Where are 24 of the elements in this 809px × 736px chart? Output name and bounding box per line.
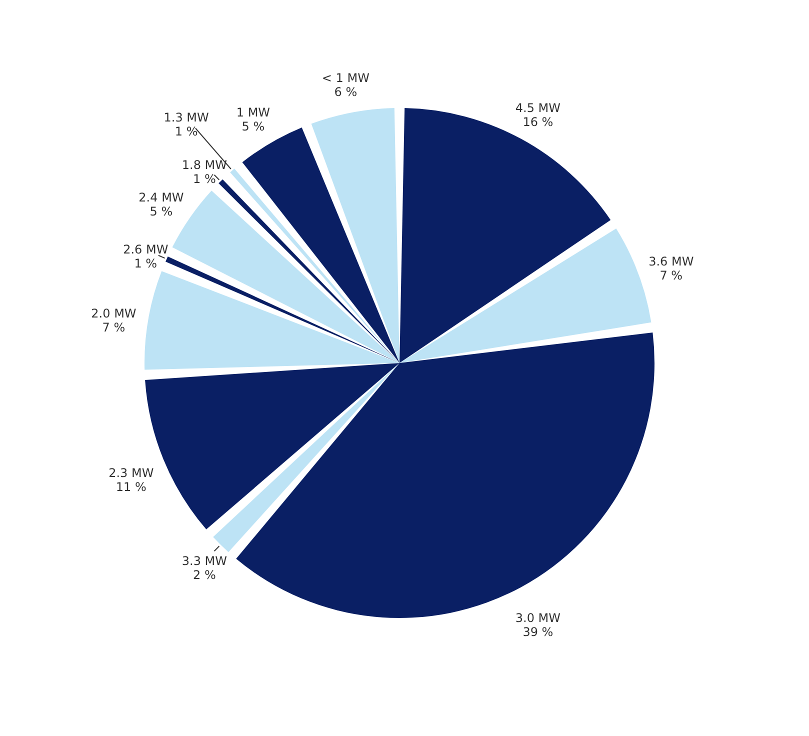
slice-label: 4.5 MW [515, 101, 561, 116]
data-label: 7 % [660, 268, 683, 282]
slice-label: 1.3 MW [164, 110, 210, 125]
data-label: 1 % [193, 172, 216, 186]
slice-label: 2.0 MW [91, 306, 136, 321]
slice-label: 3.3 MW [182, 554, 228, 568]
slice-label: < 1 MW [322, 71, 370, 86]
data-label: 1 % [134, 256, 158, 271]
slice-label: 2.6 MW [123, 242, 168, 257]
data-label: 5 % [150, 204, 173, 219]
slice-label: 1.8 MW [182, 158, 228, 172]
data-label: 39 % [522, 624, 554, 639]
data-label: 6 % [334, 85, 358, 100]
data-label: 2 % [193, 568, 216, 582]
slice-label: 2.3 MW [108, 466, 154, 480]
data-label: 1 % [174, 124, 198, 139]
data-label: 7 % [102, 320, 126, 335]
slice-label: 3.6 MW [648, 254, 694, 268]
data-label: 16 % [522, 115, 554, 130]
slice-label: 1 MW [236, 106, 270, 120]
data-label: 11 % [116, 480, 146, 494]
slice-label: 2.4 MW [138, 190, 184, 205]
slice-label: 3.0 MW [515, 610, 561, 625]
data-label: 5 % [242, 120, 265, 134]
